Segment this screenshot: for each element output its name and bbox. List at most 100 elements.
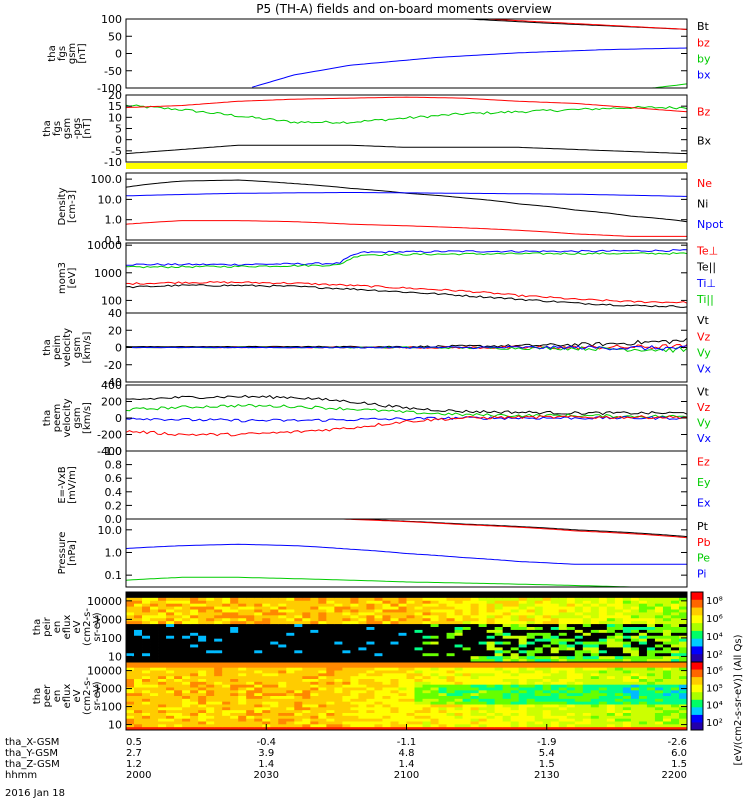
heatmap-cell bbox=[222, 597, 231, 602]
y-tick-label: 1.0 bbox=[105, 445, 123, 458]
colorbar-segment bbox=[691, 677, 703, 686]
heatmap-cell bbox=[270, 650, 279, 654]
heatmap-cell bbox=[222, 612, 231, 616]
heatmap-cell bbox=[262, 718, 271, 722]
heatmap-cell bbox=[278, 615, 287, 619]
heatmap-cell bbox=[590, 698, 600, 703]
heatmap-cell bbox=[190, 638, 199, 642]
heatmap-cell bbox=[542, 653, 552, 657]
heatmap-cell bbox=[374, 676, 383, 680]
heatmap-cell bbox=[374, 606, 383, 610]
heatmap-cell bbox=[166, 681, 175, 686]
heatmap-cell bbox=[526, 710, 536, 714]
heatmap-cell bbox=[454, 727, 463, 731]
heatmap-cell bbox=[582, 664, 592, 669]
heatmap-cell bbox=[566, 609, 576, 613]
heatmap-cell bbox=[158, 724, 167, 728]
heatmap-cell bbox=[494, 679, 504, 683]
heatmap-cell bbox=[526, 632, 536, 637]
heatmap-cell bbox=[174, 667, 183, 671]
heatmap-cell bbox=[406, 676, 415, 680]
heatmap-cell bbox=[518, 696, 528, 700]
heatmap-cell bbox=[302, 727, 311, 731]
heatmap-cell bbox=[614, 656, 624, 660]
heatmap-cell bbox=[254, 676, 263, 680]
heatmap-cell bbox=[278, 629, 287, 634]
heatmap-cell bbox=[422, 707, 431, 711]
heatmap-cell bbox=[230, 609, 239, 613]
heatmap-cell bbox=[374, 594, 383, 599]
heatmap-cell bbox=[270, 707, 279, 711]
heatmap-cell bbox=[382, 721, 391, 725]
heatmap-cell bbox=[558, 603, 568, 607]
heatmap-cell bbox=[446, 627, 455, 631]
heatmap-cell bbox=[494, 727, 504, 731]
heatmap-cell bbox=[142, 638, 151, 642]
heatmap-cell bbox=[438, 653, 447, 657]
heatmap-cell bbox=[638, 615, 648, 619]
heatmap-cell bbox=[254, 662, 263, 666]
heatmap-cell bbox=[214, 659, 223, 663]
heatmap-cell bbox=[598, 670, 608, 674]
heatmap-cell bbox=[358, 632, 367, 637]
heatmap-cell bbox=[454, 600, 463, 605]
heatmap-cell bbox=[134, 710, 143, 714]
heatmap-cell bbox=[510, 673, 520, 677]
heatmap-cell bbox=[278, 627, 287, 631]
heatmap-cell bbox=[518, 715, 528, 720]
heatmap-cell bbox=[494, 629, 504, 634]
heatmap-cell bbox=[134, 612, 143, 616]
heatmap-cell bbox=[582, 635, 592, 640]
heatmap-cell bbox=[590, 627, 600, 631]
heatmap-cell bbox=[246, 715, 255, 720]
heatmap-cell bbox=[638, 603, 648, 607]
heatmap-cell bbox=[166, 597, 175, 602]
heatmap-cell bbox=[166, 621, 175, 625]
heatmap-cell bbox=[670, 693, 680, 697]
heatmap-cell bbox=[302, 629, 311, 634]
heatmap-cell bbox=[406, 644, 415, 648]
heatmap-cell bbox=[606, 664, 616, 669]
heatmap-cell bbox=[238, 667, 247, 671]
heatmap-cell bbox=[430, 650, 439, 654]
heatmap-cell bbox=[654, 707, 664, 711]
heatmap-cell bbox=[606, 676, 616, 680]
heatmap-cell bbox=[190, 615, 199, 619]
heatmap-cell bbox=[478, 684, 488, 688]
heatmap-cell bbox=[678, 650, 688, 654]
heatmap-cell bbox=[158, 673, 167, 677]
heatmap-cell bbox=[638, 597, 648, 602]
heatmap-cell bbox=[470, 718, 480, 722]
heatmap-cell bbox=[662, 707, 672, 711]
x-tick-label: 2000 bbox=[126, 770, 151, 781]
heatmap-cell bbox=[494, 592, 504, 596]
heatmap-cell bbox=[646, 690, 656, 694]
heatmap-cell bbox=[334, 707, 343, 711]
heatmap-cell bbox=[230, 638, 239, 642]
heatmap-cell bbox=[446, 612, 455, 616]
heatmap-cell bbox=[598, 632, 608, 637]
heatmap-cell bbox=[398, 612, 407, 616]
heatmap-cell bbox=[630, 618, 640, 622]
heatmap-cell bbox=[670, 606, 680, 610]
x-row-label: tha_Y-GSM bbox=[5, 748, 58, 759]
heatmap-cell bbox=[534, 653, 544, 657]
heatmap-cell bbox=[638, 656, 648, 660]
x-row-label: tha_X-GSM bbox=[5, 737, 59, 748]
heatmap-cell bbox=[398, 707, 407, 711]
heatmap-cell bbox=[182, 664, 191, 669]
heatmap-cell bbox=[574, 603, 584, 607]
heatmap-cell bbox=[614, 635, 624, 640]
heatmap-cell bbox=[374, 609, 383, 613]
heatmap-cell bbox=[350, 673, 359, 677]
heatmap-cell bbox=[566, 664, 576, 669]
heatmap-cell bbox=[646, 597, 656, 602]
heatmap-cell bbox=[510, 650, 520, 654]
heatmap-cell bbox=[334, 715, 343, 720]
heatmap-cell bbox=[350, 715, 359, 720]
heatmap-cell bbox=[438, 679, 447, 683]
heatmap-cell bbox=[510, 721, 520, 725]
heatmap-cell bbox=[614, 624, 624, 628]
heatmap-cell bbox=[366, 606, 375, 610]
heatmap-cell bbox=[670, 676, 680, 680]
